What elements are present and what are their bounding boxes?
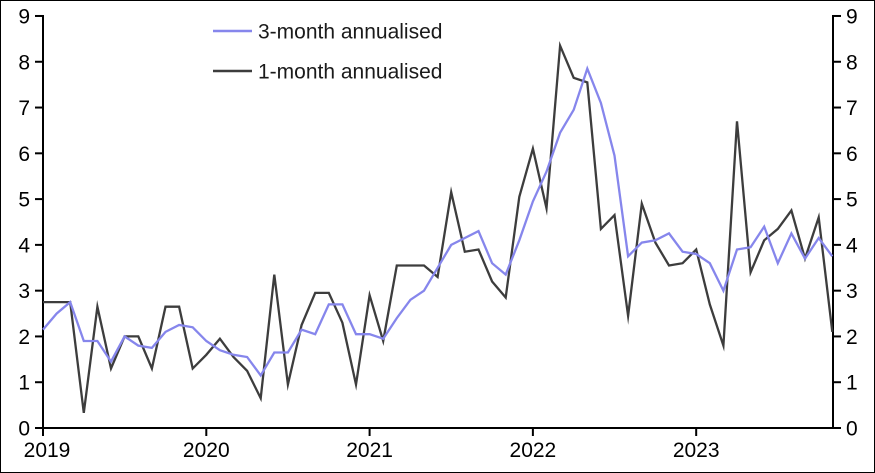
y-tick-label-right: 4 bbox=[846, 234, 858, 257]
y-tick-label-right: 2 bbox=[846, 326, 858, 349]
y-tick-label-right: 3 bbox=[846, 280, 858, 303]
y-tick-label-right: 1 bbox=[846, 372, 858, 395]
y-tick-label-left: 8 bbox=[18, 51, 30, 74]
y-tick-label-right: 5 bbox=[846, 189, 858, 212]
series-line-3-month-annualised bbox=[42, 65, 834, 378]
y-tick-label-left: 4 bbox=[18, 234, 30, 257]
y-tick-label-right: 0 bbox=[846, 418, 858, 441]
legend: 3-month annualised 1-month annualised bbox=[213, 21, 442, 84]
x-tick-label: 2020 bbox=[183, 439, 230, 462]
axes bbox=[35, 14, 841, 436]
x-tick-label: 2023 bbox=[673, 439, 720, 462]
y-tick-label-left: 5 bbox=[18, 189, 30, 212]
axis-tick-labels: 0 0 1 1 2 2 3 3 4 4 5 5 6 6 7 7 8 8 9 9 2019 2020 2021 2022 2023 bbox=[18, 5, 858, 462]
y-tick-label-right: 8 bbox=[846, 51, 858, 74]
legend-item-1-month: 1-month annualised bbox=[213, 61, 442, 84]
legend-label-1-month: 1-month annualised bbox=[258, 61, 442, 84]
y-tick-label-left: 2 bbox=[18, 326, 30, 349]
y-tick-label-left: 6 bbox=[18, 143, 30, 166]
y-tick-label-left: 1 bbox=[18, 372, 30, 395]
x-tick-label: 2022 bbox=[510, 439, 557, 462]
x-tick-label: 2021 bbox=[346, 439, 393, 462]
y-tick-label-left: 0 bbox=[18, 418, 30, 441]
y-tick-label-left: 9 bbox=[18, 5, 30, 28]
y-tick-label-right: 9 bbox=[846, 5, 858, 28]
y-tick-label-right: 6 bbox=[846, 143, 858, 166]
y-tick-label-left: 3 bbox=[18, 280, 30, 303]
y-tick-label-left: 7 bbox=[18, 97, 30, 120]
legend-item-3-month: 3-month annualised bbox=[213, 21, 442, 44]
y-tick-label-right: 7 bbox=[846, 97, 858, 120]
series-lines bbox=[42, 40, 834, 414]
series-line-1-month-annualised bbox=[43, 40, 834, 414]
x-tick-label: 2019 bbox=[24, 439, 71, 462]
legend-label-3-month: 3-month annualised bbox=[258, 21, 442, 44]
